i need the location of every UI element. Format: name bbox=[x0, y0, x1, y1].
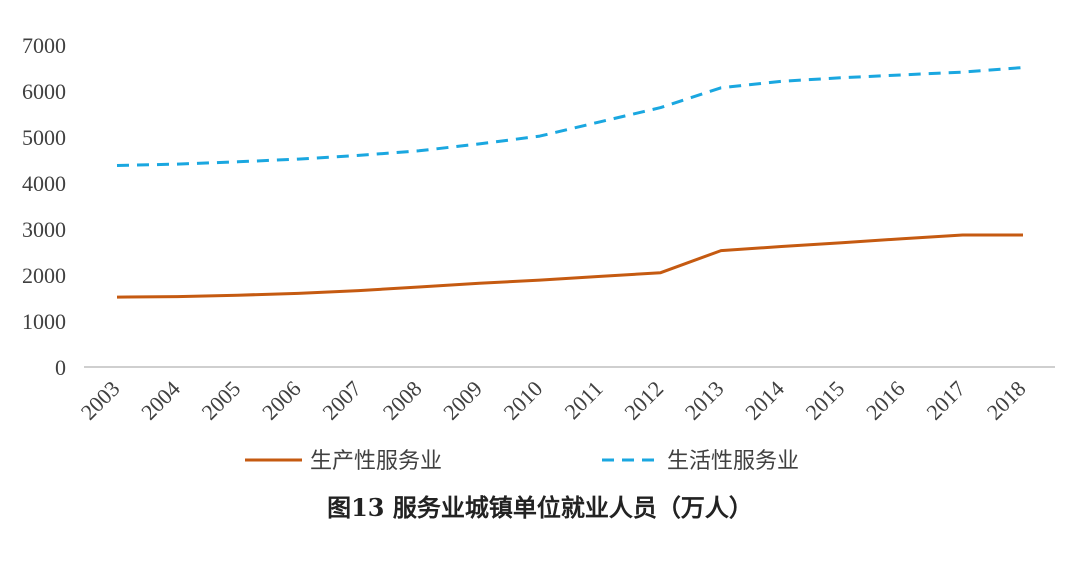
y-tick-label: 4000 bbox=[22, 171, 66, 196]
y-axis-ticks: 0 1000 2000 3000 4000 5000 6000 7000 bbox=[22, 33, 66, 380]
y-tick-label: 3000 bbox=[22, 217, 66, 242]
x-tick-label: 2012 bbox=[619, 376, 668, 425]
x-axis-ticks: 2003 2004 2005 2006 2007 2008 2009 2010 2011 2012… bbox=[76, 376, 1031, 425]
legend-label-production: 生产性服务业 bbox=[310, 449, 442, 474]
x-tick-label: 2014 bbox=[740, 376, 789, 425]
x-tick-label: 2004 bbox=[136, 376, 185, 425]
series-line-living bbox=[116, 66, 1024, 167]
x-tick-label: 2015 bbox=[801, 376, 850, 425]
legend: 生产性服务业 生活性服务业 bbox=[245, 449, 799, 474]
x-tick-label: 2017 bbox=[921, 376, 970, 425]
x-tick-label: 2013 bbox=[680, 376, 729, 425]
x-tick-label: 2010 bbox=[499, 376, 548, 425]
x-tick-label: 2016 bbox=[861, 376, 910, 425]
series-line-production bbox=[116, 233, 1023, 299]
y-tick-label: 2000 bbox=[22, 263, 66, 288]
y-tick-label: 5000 bbox=[22, 125, 66, 150]
y-tick-label: 6000 bbox=[22, 79, 66, 104]
legend-label-living: 生活性服务业 bbox=[667, 449, 799, 474]
x-tick-label: 2003 bbox=[76, 376, 125, 425]
series-lines bbox=[116, 66, 1024, 299]
x-tick-label: 2009 bbox=[438, 376, 487, 425]
x-tick-label: 2011 bbox=[560, 376, 608, 424]
x-tick-label: 2018 bbox=[982, 376, 1031, 425]
x-tick-label: 2008 bbox=[378, 376, 427, 425]
figure-caption: 图13 服务业城镇单位就业人员（万人） bbox=[327, 493, 753, 522]
x-tick-label: 2006 bbox=[257, 376, 306, 425]
y-tick-label: 0 bbox=[55, 355, 66, 380]
x-tick-label: 2005 bbox=[197, 376, 246, 425]
x-tick-label: 2007 bbox=[317, 376, 366, 425]
y-tick-label: 1000 bbox=[22, 309, 66, 334]
y-tick-label: 7000 bbox=[22, 33, 66, 58]
